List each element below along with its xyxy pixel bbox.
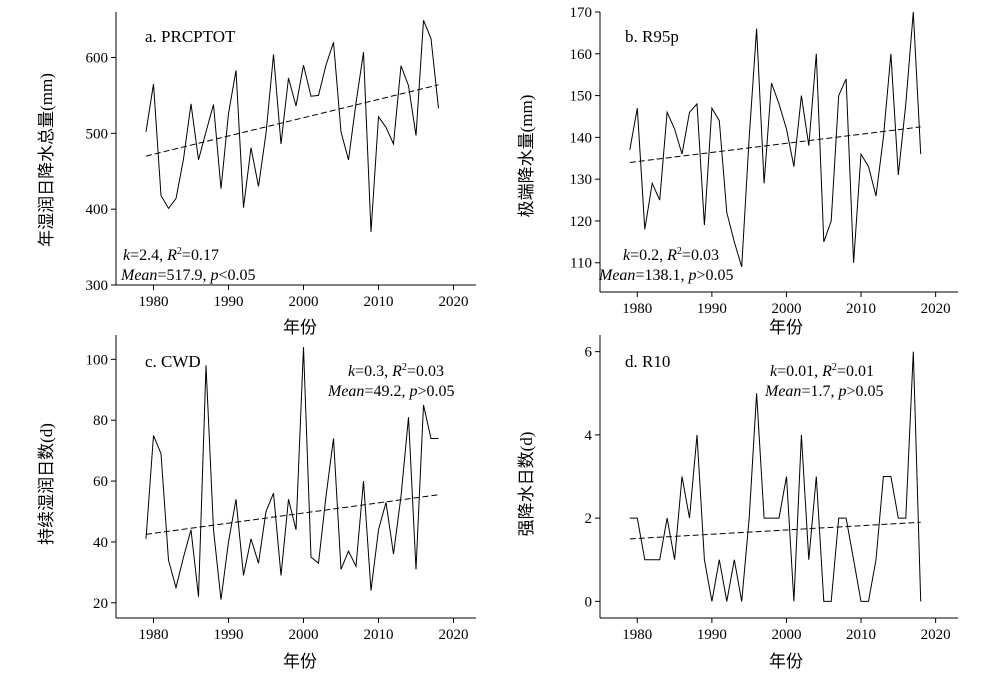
panel-a-title: a. PRCPTOT	[145, 27, 236, 46]
panel-b-x-tick-label: 1990	[697, 301, 727, 317]
panel-d-r10: 1980 1990 2000 2010 2020 0 2 4 6 d. R10 k=0.01,…	[517, 335, 958, 671]
panel-b-y-tick-label: 140	[570, 130, 593, 146]
panel-b-x-tick-label: 1980	[622, 301, 652, 317]
panel-b-axes	[599, 12, 958, 293]
panel-d-x-tick-label: 2010	[846, 627, 876, 643]
panel-d-annotation-k-r2: k=0.01, R2=0.01	[770, 362, 874, 380]
panel-a-y-tick-label: 400	[86, 202, 109, 218]
panel-d-y-axis-label: 强降水日数(d)	[517, 432, 536, 537]
panel-a-x-tick-label: 2010	[364, 294, 394, 310]
panel-b-x-ticks: 1980 1990 2000 2010 2020	[622, 292, 951, 317]
panel-a-y-axis-label: 年湿润日降水总量(mm)	[37, 73, 56, 247]
panel-b-annotation-k-r2: k=0.2, R2=0.03	[623, 246, 719, 264]
panel-b-x-axis-label: 年份	[769, 318, 803, 337]
panel-a-x-tick-label: 1980	[139, 294, 169, 310]
panel-b-x-tick-label: 2000	[771, 301, 801, 317]
panel-a-x-axis-label: 年份	[283, 318, 317, 337]
panel-c-trend-line	[145, 494, 439, 535]
panel-a-prcptot: 1980 1990 2000 2010 2020 300 400 500 600 a. PRC…	[37, 12, 476, 337]
panel-d-x-tick-label: 2000	[771, 627, 801, 643]
panel-c-x-tick-label: 1980	[139, 627, 169, 643]
panel-c-title: c. CWD	[145, 352, 201, 371]
panel-a-x-tick-label: 1990	[214, 294, 244, 310]
panel-c-y-ticks: 20 40 60 80 100	[86, 352, 116, 612]
panel-c-y-tick-label: 40	[93, 535, 108, 551]
panel-a-x-ticks: 1980 1990 2000 2010 2020	[139, 285, 469, 310]
panel-d-trend-line	[629, 521, 921, 540]
panel-d-annotation-mean-p: Mean=1.7, p>0.05	[764, 383, 884, 400]
panel-c-y-tick-label: 100	[86, 352, 109, 368]
panel-c-annotation-mean-p: Mean=49.2, p>0.05	[327, 383, 455, 400]
panel-b-r95p: 1980 1990 2000 2010 2020 1101201301401501601…	[517, 5, 958, 337]
panel-c-x-tick-label: 1990	[214, 627, 244, 643]
panel-d-x-tick-label: 2020	[921, 627, 951, 643]
panel-d-series-line	[629, 351, 922, 602]
panel-c-x-tick-label: 2000	[289, 627, 319, 643]
panel-b-y-tick-label: 170	[570, 5, 593, 21]
panel-c-y-tick-label: 20	[93, 596, 108, 612]
panel-d-title: d. R10	[625, 352, 670, 371]
panel-a-axes	[115, 12, 476, 286]
panel-a-x-tick-label: 2000	[289, 294, 319, 310]
panel-c-y-tick-label: 60	[93, 474, 108, 490]
panel-a-series-line	[145, 20, 439, 232]
panel-d-y-tick-label: 6	[585, 345, 593, 361]
panel-c-y-axis-label: 持续湿润日数(d)	[37, 423, 56, 545]
panel-d-y-tick-label: 0	[585, 594, 593, 610]
panel-c-x-ticks: 1980 1990 2000 2010 2020	[139, 618, 469, 643]
panel-d-axes	[599, 335, 958, 619]
panel-d-x-tick-label: 1980	[622, 627, 652, 643]
panel-b-annotation-mean-p: Mean=138.1, p>0.05	[598, 267, 734, 284]
panel-b-y-tick-label: 110	[570, 256, 592, 272]
panel-c-annotation-k-r2: k=0.3, R2=0.03	[348, 362, 444, 380]
panel-b-title: b. R95p	[625, 27, 679, 46]
panel-b-y-axis-label: 极端降水量(mm)	[517, 95, 536, 218]
panel-b-series-line	[629, 11, 922, 268]
panel-a-y-ticks: 300 400 500 600	[86, 51, 116, 294]
panel-d-x-ticks: 1980 1990 2000 2010 2020	[622, 618, 951, 643]
panel-d-y-tick-label: 2	[585, 511, 593, 527]
panel-a-annotation-mean-p: Mean=517.9, p<0.05	[120, 267, 256, 284]
panel-b-trend-line	[629, 126, 921, 163]
panel-c-x-axis-label: 年份	[283, 652, 317, 671]
panel-d-x-tick-label: 1990	[697, 627, 727, 643]
panel-b-y-tick-label: 150	[570, 89, 593, 105]
panel-a-trend-line	[145, 84, 439, 157]
panel-c-axes	[115, 335, 476, 619]
panel-c-x-tick-label: 2010	[364, 627, 394, 643]
panel-a-annotation-k-r2: k=2.4, R2=0.17	[123, 246, 219, 264]
panel-c-x-tick-label: 2020	[439, 627, 469, 643]
panel-c-y-tick-label: 80	[93, 413, 108, 429]
panel-b-y-tick-label: 160	[570, 47, 593, 63]
panel-b-x-tick-label: 2020	[921, 301, 951, 317]
panel-a-y-tick-label: 600	[86, 51, 109, 67]
panel-a-y-tick-label: 500	[86, 126, 109, 142]
panel-d-x-axis-label: 年份	[769, 652, 803, 671]
panel-b-y-tick-label: 130	[570, 172, 593, 188]
panel-a-x-tick-label: 2020	[439, 294, 469, 310]
panel-b-y-ticks: 110 120 130 140 150 160 170	[570, 5, 600, 272]
panel-d-y-tick-label: 4	[585, 428, 593, 444]
panel-b-x-tick-label: 2010	[846, 301, 876, 317]
panel-a-y-tick-label: 300	[86, 278, 109, 294]
panel-b-y-tick-label: 120	[570, 214, 593, 230]
panel-d-y-ticks: 0 2 4 6	[585, 345, 600, 610]
